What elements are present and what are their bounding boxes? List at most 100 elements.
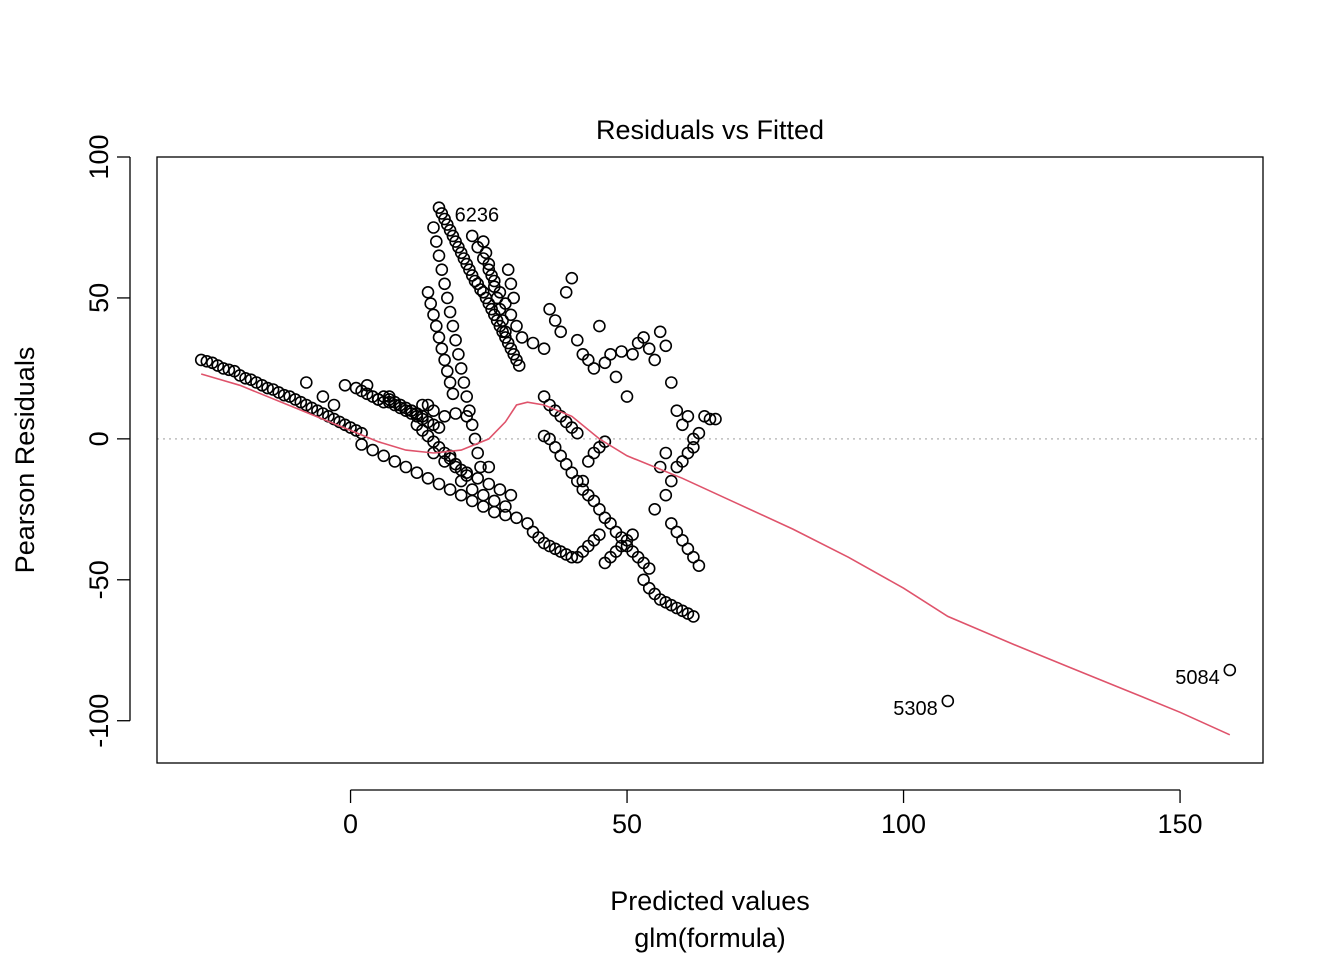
x-axis-label: Predicted values bbox=[610, 886, 810, 916]
data-point bbox=[471, 446, 485, 460]
data-point bbox=[510, 319, 523, 333]
y-axis-label: Pearson Residuals bbox=[10, 347, 40, 574]
data-point bbox=[443, 483, 457, 496]
data-point bbox=[438, 409, 451, 423]
data-point bbox=[440, 218, 454, 231]
data-point bbox=[421, 398, 435, 412]
data-point bbox=[493, 285, 507, 299]
data-point bbox=[593, 319, 606, 333]
x-tick-label: 0 bbox=[343, 809, 358, 839]
data-point bbox=[615, 345, 628, 358]
data-point bbox=[670, 525, 684, 539]
data-point bbox=[493, 483, 507, 496]
data-point bbox=[543, 432, 556, 446]
x-tick-label: 150 bbox=[1158, 809, 1203, 839]
data-point bbox=[452, 347, 465, 361]
data-point bbox=[471, 240, 485, 254]
data-point bbox=[554, 325, 568, 339]
data-point bbox=[454, 488, 468, 502]
data-point bbox=[499, 297, 512, 310]
data-point bbox=[449, 333, 462, 347]
data-point bbox=[581, 455, 595, 468]
data-point bbox=[515, 331, 529, 344]
data-point bbox=[471, 277, 485, 291]
data-point bbox=[653, 325, 667, 339]
data-point bbox=[239, 371, 252, 385]
data-point bbox=[637, 331, 650, 344]
point-annotation: 5308 bbox=[893, 698, 938, 720]
data-point bbox=[570, 333, 584, 347]
data-point bbox=[410, 466, 424, 480]
data-point bbox=[559, 285, 573, 299]
data-point bbox=[474, 460, 487, 474]
data-point bbox=[476, 500, 490, 513]
data-point bbox=[446, 229, 460, 243]
data-point bbox=[637, 573, 650, 587]
data-point bbox=[664, 474, 678, 488]
data-point bbox=[587, 362, 601, 375]
data-point bbox=[941, 694, 955, 708]
data-point bbox=[626, 528, 639, 542]
data-point bbox=[501, 263, 515, 277]
x-tick-label: 100 bbox=[881, 809, 926, 839]
data-point bbox=[421, 285, 435, 299]
data-point bbox=[510, 353, 523, 367]
data-point bbox=[487, 494, 501, 508]
data-point bbox=[435, 342, 449, 356]
data-point bbox=[496, 314, 509, 327]
data-point bbox=[327, 398, 341, 412]
data-point bbox=[438, 277, 451, 291]
data-point bbox=[565, 271, 579, 285]
y-tick-label: -100 bbox=[84, 694, 114, 748]
data-point bbox=[465, 483, 479, 496]
data-point bbox=[446, 387, 460, 401]
data-point bbox=[687, 610, 700, 623]
data-point bbox=[446, 319, 460, 333]
data-point bbox=[659, 446, 673, 460]
data-point bbox=[482, 263, 496, 277]
data-point bbox=[526, 336, 540, 350]
data-point bbox=[360, 378, 374, 392]
data-point bbox=[465, 494, 479, 508]
data-point bbox=[476, 252, 490, 265]
x-axis-sublabel: glm(formula) bbox=[634, 923, 786, 953]
data-point bbox=[482, 460, 496, 474]
data-point bbox=[609, 370, 623, 384]
data-point bbox=[565, 550, 579, 564]
data-point bbox=[648, 502, 662, 516]
data-point bbox=[463, 404, 476, 418]
data-point bbox=[454, 246, 468, 260]
data-point bbox=[487, 505, 501, 519]
data-point bbox=[559, 457, 573, 471]
data-point bbox=[692, 426, 706, 440]
data-point bbox=[432, 477, 446, 491]
data-point bbox=[465, 229, 479, 243]
data-point bbox=[598, 356, 612, 370]
data-point bbox=[681, 409, 695, 423]
data-point bbox=[338, 378, 352, 392]
data-point bbox=[440, 364, 454, 378]
data-point bbox=[703, 412, 717, 426]
data-point bbox=[487, 274, 501, 288]
data-point bbox=[438, 353, 451, 367]
data-point bbox=[366, 443, 380, 457]
data-point bbox=[642, 342, 656, 356]
data-point bbox=[648, 353, 662, 367]
data-point bbox=[1223, 663, 1237, 677]
data-point bbox=[399, 460, 413, 474]
data-point bbox=[429, 235, 443, 248]
data-point bbox=[548, 314, 562, 327]
point-annotation: 5084 bbox=[1175, 667, 1220, 689]
data-point bbox=[471, 471, 485, 485]
data-point bbox=[432, 331, 446, 344]
data-point bbox=[512, 359, 526, 372]
data-point bbox=[299, 376, 313, 389]
data-point bbox=[499, 500, 512, 513]
y-tick-label: 0 bbox=[84, 431, 114, 446]
data-point bbox=[709, 412, 722, 426]
data-point bbox=[593, 528, 606, 542]
data-point bbox=[482, 477, 496, 491]
data-point bbox=[421, 471, 435, 485]
point-annotation: 6236 bbox=[455, 205, 500, 227]
